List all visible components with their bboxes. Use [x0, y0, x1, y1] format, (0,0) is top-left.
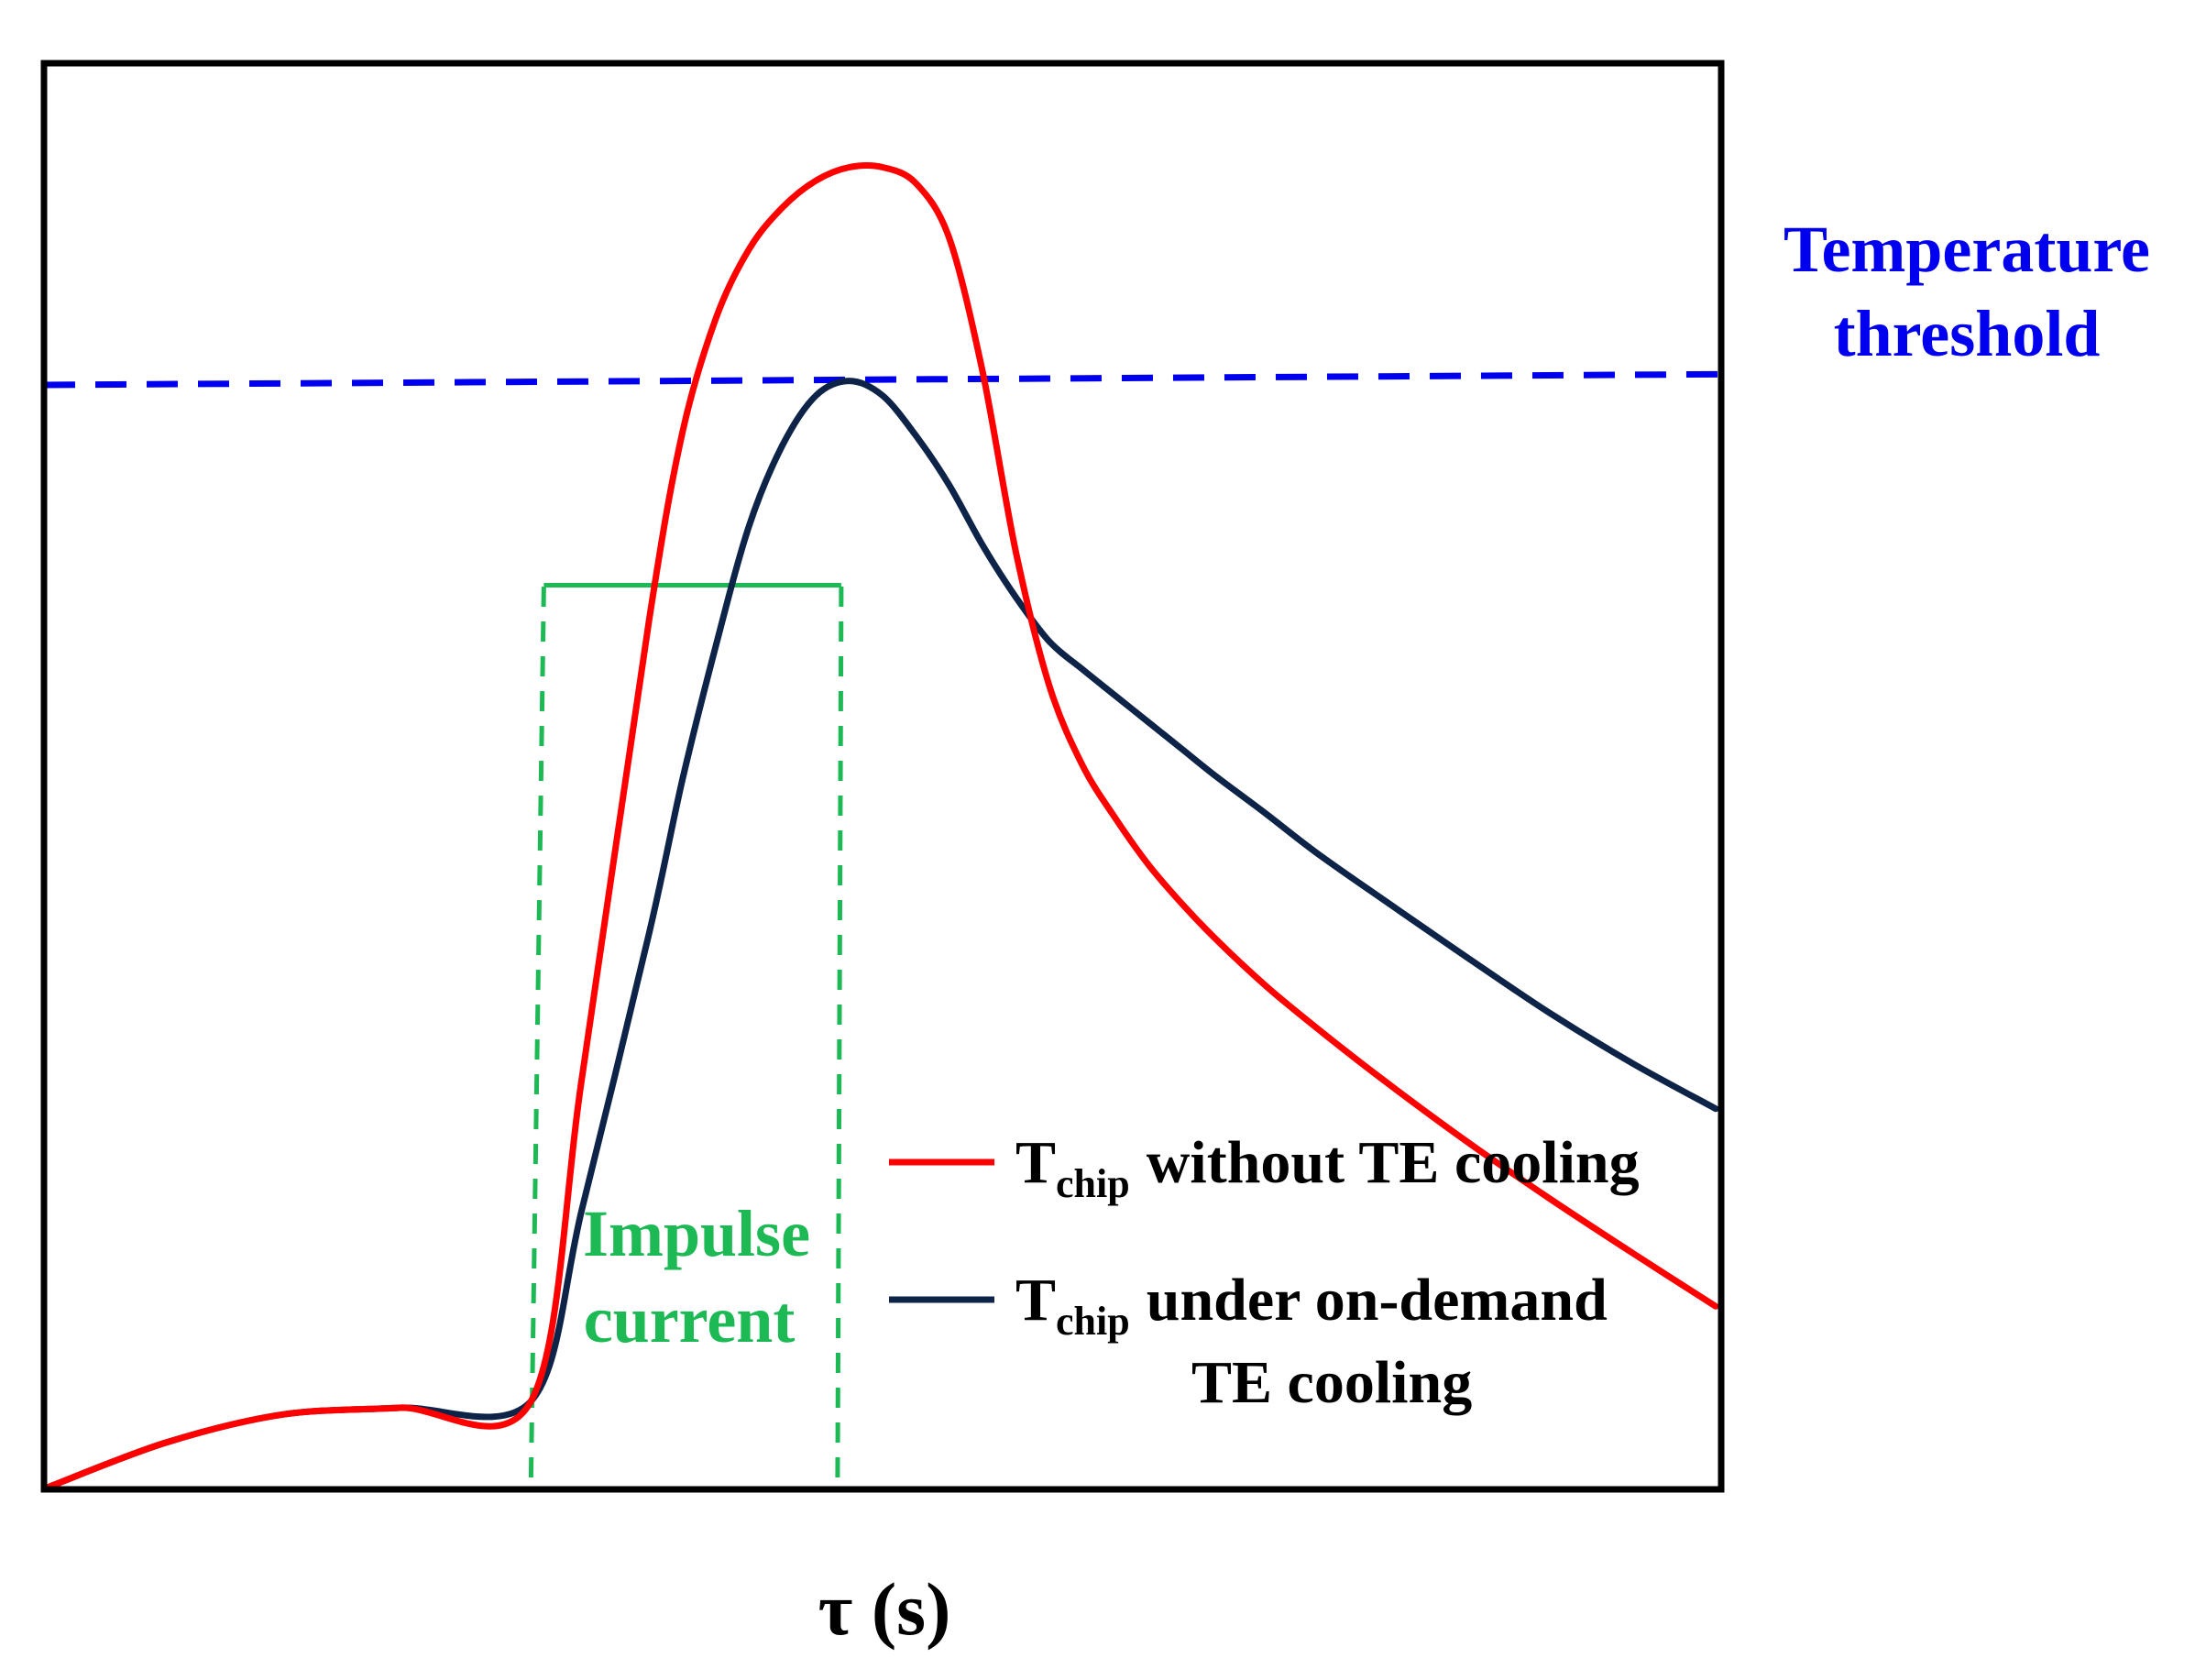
impulse-label-line2: current	[584, 1283, 796, 1356]
impulse-right-edge	[835, 585, 844, 1478]
legend-text-with: under on-demand	[1147, 1267, 1608, 1334]
threshold-label-line1: Temperature	[1783, 213, 2150, 286]
legend-entry-without: Tchip without TE cooling	[1015, 1129, 1640, 1206]
legend-entry-with: Tchip under on-demand	[1015, 1267, 1608, 1344]
plot-frame	[40, 60, 1725, 1493]
series-line-without	[46, 162, 1719, 1490]
impulse-left-edge	[528, 585, 546, 1478]
legend-text-without: without TE cooling	[1147, 1129, 1640, 1196]
legend-text-with-line2: TE cooling	[1191, 1349, 1472, 1416]
threshold-label-line2: threshold	[1834, 297, 2101, 370]
plot-layer	[43, 162, 1722, 1490]
legend-subscript-with: chip	[1056, 1299, 1130, 1344]
legend-symbol-without: T	[1015, 1129, 1056, 1196]
legend-symbol-with: T	[1015, 1267, 1056, 1334]
threshold-line	[43, 370, 1722, 389]
series-line-with	[46, 378, 1719, 1490]
impulse-label-line1: Impulse	[583, 1197, 810, 1270]
x-axis-label: τ (s)	[818, 1567, 951, 1651]
legend: Tchip without TE cooling Tchip under on-de…	[889, 1129, 1640, 1416]
legend-subscript-without: chip	[1056, 1161, 1130, 1206]
